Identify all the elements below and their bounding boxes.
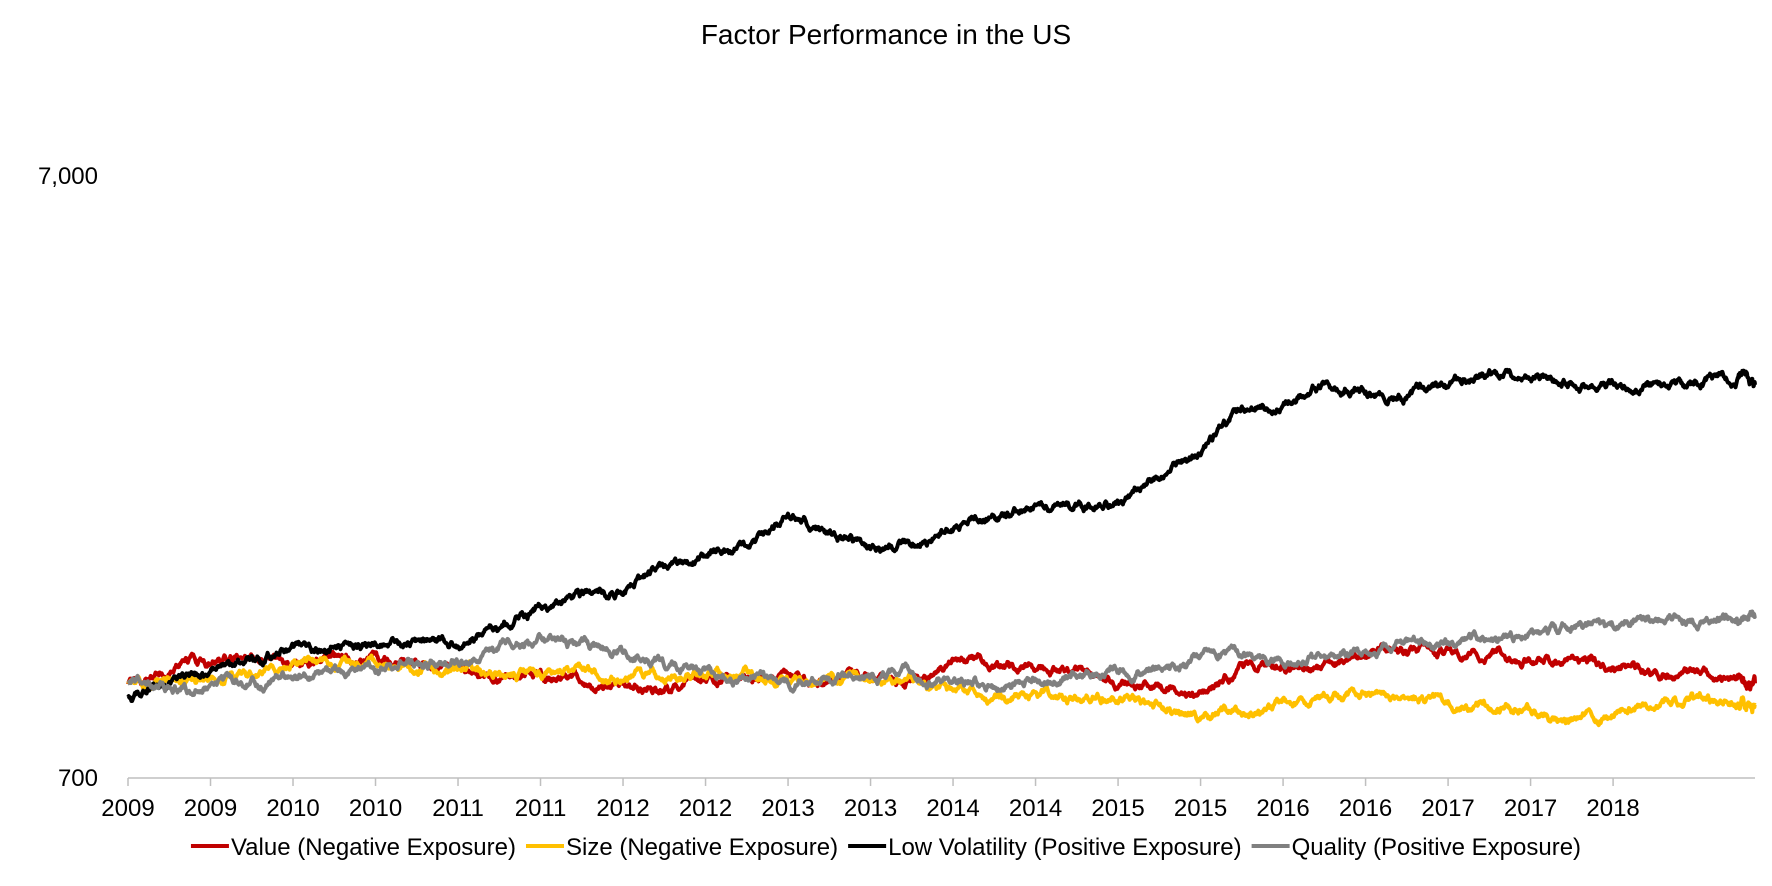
chart-title: Factor Performance in the US xyxy=(701,19,1071,50)
series-lines xyxy=(126,367,1757,728)
legend: Value (Negative Exposure) Size (Negative … xyxy=(190,834,1581,861)
x-tick-label: 2016 xyxy=(1339,795,1392,822)
x-tick-label: 2010 xyxy=(349,795,402,822)
x-tick-label: 2017 xyxy=(1421,795,1474,822)
x-tick-label: 2018 xyxy=(1586,795,1639,822)
series-line xyxy=(126,367,1757,703)
x-tick-label: 2014 xyxy=(1009,795,1062,822)
x-tick-label: 2015 xyxy=(1091,795,1144,822)
y-tick-label: 7,000 xyxy=(38,163,98,190)
x-tick-label: 2009 xyxy=(101,795,154,822)
y-axis-ticks: 700 7,000 xyxy=(38,163,98,792)
x-tick-label: 2014 xyxy=(926,795,979,822)
x-tick-label: 2012 xyxy=(679,795,732,822)
x-tick-label: 2011 xyxy=(515,795,567,822)
x-tick-label: 2013 xyxy=(844,795,897,822)
y-tick-label: 700 xyxy=(58,765,98,792)
legend-label: Quality (Positive Exposure) xyxy=(1292,834,1581,861)
legend-label: Size (Negative Exposure) xyxy=(566,834,838,861)
x-tick-label: 2009 xyxy=(184,795,237,822)
x-tick-label: 2017 xyxy=(1504,795,1557,822)
x-tick-label: 2012 xyxy=(596,795,649,822)
x-tick-label: 2013 xyxy=(761,795,814,822)
series-line xyxy=(126,609,1757,698)
x-tick-label: 2015 xyxy=(1174,795,1227,822)
legend-label: Low Volatility (Positive Exposure) xyxy=(888,834,1241,861)
x-axis-ticks: 2009 2009 2010 2010 2011 2011 2012 2012 2013 2013… xyxy=(101,778,1640,822)
x-tick-label: 2016 xyxy=(1256,795,1309,822)
x-tick-label: 2011 xyxy=(432,795,484,822)
x-tick-label: 2010 xyxy=(266,795,319,822)
legend-label: Value (Negative Exposure) xyxy=(231,834,516,861)
series-line xyxy=(126,640,1757,699)
